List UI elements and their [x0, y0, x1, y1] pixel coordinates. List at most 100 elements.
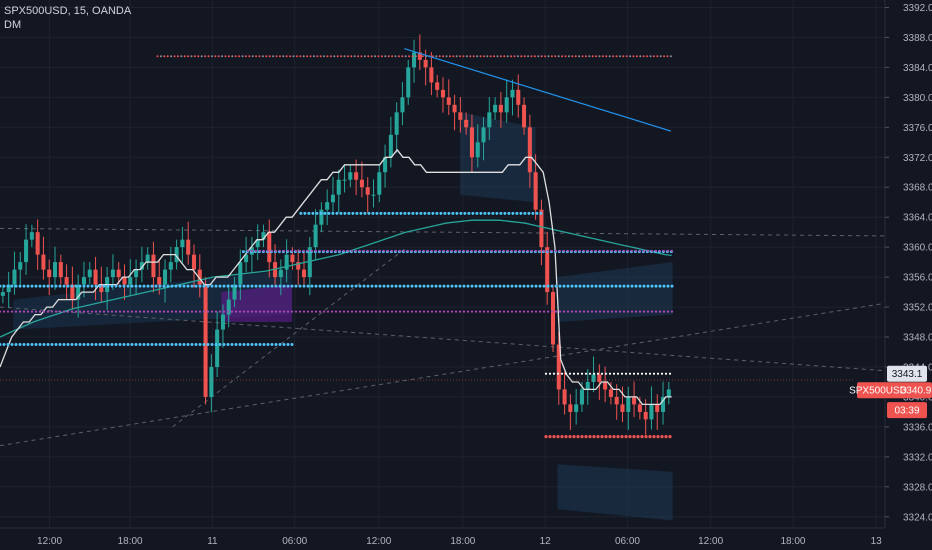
cyan-level-dot: [366, 284, 370, 288]
candle-body: [35, 232, 40, 255]
cyan-level-dot: [194, 343, 198, 346]
magenta-level-dot: [634, 249, 637, 252]
candle-body: [278, 269, 283, 278]
magenta-level-dot: [82, 310, 86, 313]
cyan-level-dot: [310, 284, 314, 288]
cyan-level-dot: [503, 211, 507, 215]
magenta-level-dot: [94, 310, 98, 313]
cyan-level-dot: [487, 211, 491, 215]
cyan-level-dot: [110, 343, 114, 346]
cyan-level-dot: [278, 343, 282, 346]
cyan-level-dot: [146, 343, 150, 346]
magenta-level-dot: [402, 249, 405, 252]
top-marker-dot: [333, 55, 336, 58]
magenta-level-dot: [390, 249, 393, 252]
magenta-level-dot: [606, 310, 610, 313]
cyan-level-dot: [507, 211, 511, 215]
cyan-level-dot: [254, 284, 258, 288]
cyan-level-dot: [214, 284, 218, 288]
magenta-level-dot: [566, 249, 569, 252]
cyan-level-dot: [447, 211, 451, 215]
indicator-title[interactable]: DM: [4, 19, 22, 31]
magenta-level-dot: [378, 310, 382, 313]
white-level-dot: [588, 372, 592, 375]
white-level-dot: [604, 372, 608, 375]
cyan-level-dot: [102, 343, 106, 346]
cyan-level-dot: [146, 284, 150, 288]
cyan-level-dot: [142, 343, 146, 346]
magenta-level-dot: [418, 249, 421, 252]
magenta-level-dot: [502, 249, 505, 252]
cyan-level-dot: [362, 284, 366, 288]
time-axis[interactable]: 12:00 18:00 11 06:00 12:00 18:00 12 06:00 12:00 1…: [0, 527, 885, 547]
magenta-level-dot: [146, 310, 150, 313]
top-marker-dot: [544, 55, 547, 58]
magenta-level-dot: [386, 249, 389, 252]
cyan-level-dot: [502, 284, 506, 288]
magenta-level-dot: [246, 310, 250, 313]
cyan-level-dot: [246, 343, 250, 346]
white-level-dot: [616, 372, 620, 375]
red-level-dot: [632, 435, 636, 439]
magenta-level-dot: [234, 310, 238, 313]
red-level-dot: [664, 435, 668, 439]
top-marker-dot: [438, 55, 441, 58]
magenta-level-dot: [346, 249, 349, 252]
cyan-level-dot: [218, 343, 222, 346]
candle-body: [87, 269, 92, 278]
magenta-level-dot: [154, 310, 158, 313]
cyan-level-dot: [26, 343, 30, 346]
white-level-dot: [556, 372, 560, 375]
symbol-title[interactable]: SPX500USD, 15, OANDA: [4, 5, 132, 17]
cyan-level-dot: [554, 284, 558, 288]
magenta-level-dot: [294, 249, 297, 252]
cyan-level-dot: [407, 211, 411, 215]
cyan-level-dot: [226, 343, 230, 346]
magenta-level-dot: [370, 310, 374, 313]
magenta-level-dot: [282, 249, 285, 252]
top-marker-dot: [292, 55, 295, 58]
magenta-level-dot: [414, 249, 417, 252]
magenta-level-dot: [474, 249, 477, 252]
magenta-level-dot: [642, 310, 646, 313]
candle-body: [301, 269, 307, 278]
top-marker-dot: [275, 55, 278, 58]
cyan-level-dot: [347, 211, 351, 215]
top-marker-dot: [615, 55, 618, 58]
tag-symbol-bg: [857, 382, 932, 399]
cyan-level-dot: [102, 284, 106, 288]
top-marker-dot: [336, 55, 339, 58]
magenta-level-dot: [650, 249, 653, 252]
red-level-dot: [624, 435, 628, 439]
red-level-dot: [636, 435, 640, 439]
teal-moving-average: [0, 219, 672, 338]
magenta-level-dot: [362, 249, 365, 252]
magenta-level-dot: [290, 310, 294, 313]
red-level-dot: [544, 435, 548, 439]
cyan-level-dot: [475, 211, 479, 215]
white-level-dot: [664, 372, 668, 375]
cyan-level-dot: [622, 284, 626, 288]
cyan-level-dot: [370, 284, 374, 288]
cyan-level-dot: [443, 211, 447, 215]
cyan-level-dot: [479, 211, 483, 215]
candle-body: [632, 396, 637, 405]
magenta-level-dot: [590, 310, 594, 313]
top-marker-dot: [557, 55, 560, 58]
cyan-level-dot: [106, 284, 110, 288]
top-marker-dot: [486, 55, 489, 58]
top-marker-dot: [448, 55, 451, 58]
time-tick-label: 12:00: [698, 536, 723, 547]
magenta-level-dot: [398, 310, 402, 313]
cyan-level-dot: [186, 284, 190, 288]
magenta-level-dot: [406, 249, 409, 252]
magenta-level-dot: [162, 310, 166, 313]
cyan-level-dot: [262, 343, 266, 346]
red-level-dot: [576, 435, 580, 439]
cyan-level-dot: [482, 284, 486, 288]
magenta-level-dot: [542, 249, 545, 252]
price-tick-label: 3392.0: [903, 3, 932, 14]
candle-body: [134, 269, 139, 278]
trend-line[interactable]: [404, 48, 672, 132]
